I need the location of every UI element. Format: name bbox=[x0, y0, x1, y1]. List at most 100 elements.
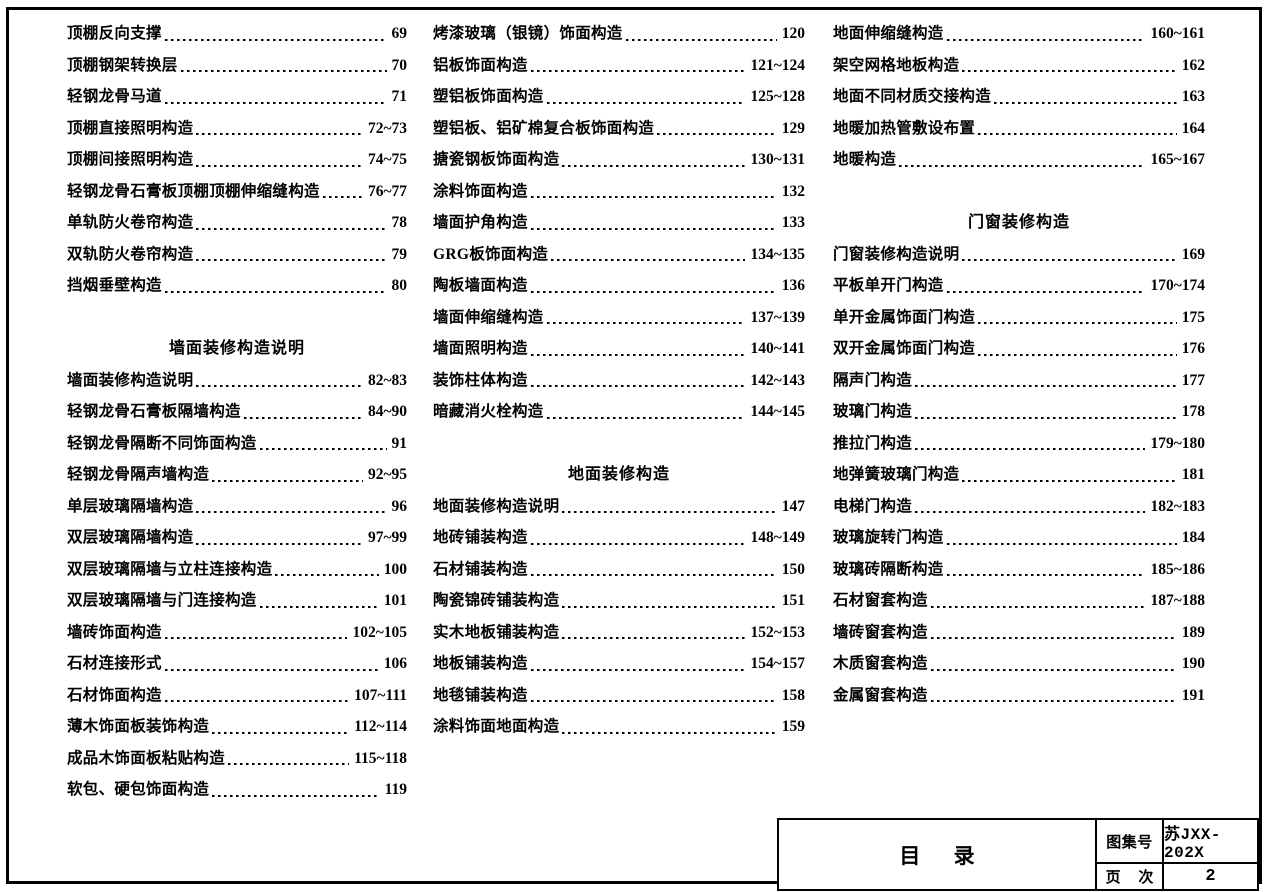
toc-entry[interactable]: 石材连接形式 106 bbox=[67, 648, 407, 680]
toc-entry[interactable]: 顶棚间接照明构造 74~75 bbox=[67, 144, 407, 176]
toc-entry[interactable]: 墙面照明构造 140~141 bbox=[433, 333, 805, 365]
toc-entry[interactable]: 塑铝板饰面构造 125~128 bbox=[433, 81, 805, 113]
toc-entry[interactable]: 地弹簧玻璃门构造 181 bbox=[833, 459, 1205, 491]
toc-entry[interactable]: 单层玻璃隔墙构造 96 bbox=[67, 491, 407, 523]
toc-entry-dot-leader bbox=[193, 113, 366, 145]
toc-entry-dot-leader bbox=[528, 207, 780, 239]
toc-entry-dot-leader bbox=[528, 554, 780, 586]
toc-entry[interactable]: 门窗装修构造说明 169 bbox=[833, 239, 1205, 271]
toc-entry-label: 玻璃门构造 bbox=[833, 403, 913, 420]
toc-entry[interactable]: 地毯铺装构造 158 bbox=[433, 680, 805, 712]
toc-entry-page-number: 125~128 bbox=[750, 88, 805, 105]
toc-entry-label: 双轨防火卷帘构造 bbox=[67, 245, 194, 263]
toc-entry[interactable]: 地暖构造 165~167 bbox=[833, 144, 1205, 176]
toc-entry-page-number: 112~114 bbox=[354, 718, 407, 735]
toc-entry[interactable]: 陶板墙面构造 136 bbox=[433, 270, 805, 302]
toc-column-2: 烤漆玻璃（银镜）饰面构造 120 铝板饰面构造 121~124 塑铝板饰面构造 125~1… bbox=[419, 18, 819, 743]
toc-entry-page-number: 190 bbox=[1181, 655, 1205, 672]
toc-entry-page-number: 101 bbox=[383, 592, 407, 609]
toc-entry[interactable]: GRG板饰面构造 134~135 bbox=[433, 239, 805, 271]
toc-entry[interactable]: 搪瓷钢板饰面构造 130~131 bbox=[433, 144, 805, 176]
toc-entry[interactable]: 电梯门构造 182~183 bbox=[833, 491, 1205, 523]
toc-entry-label: 地毯铺装构造 bbox=[433, 686, 528, 704]
toc-entry[interactable]: 顶棚反向支撑 69 bbox=[67, 18, 407, 50]
toc-entry[interactable]: 地板铺装构造 154~157 bbox=[433, 648, 805, 680]
toc-entry-page-number: 91 bbox=[391, 434, 408, 452]
toc-entry[interactable]: 地面不同材质交接构造 163 bbox=[833, 81, 1205, 113]
toc-entry-label: 墙面护角构造 bbox=[433, 214, 528, 231]
toc-entry-dot-leader bbox=[225, 743, 352, 775]
toc-entry[interactable]: 墙面护角构造 133 bbox=[433, 207, 805, 239]
toc-entry-label: 装饰柱体构造 bbox=[433, 371, 528, 389]
toc-entry-label: 成品木饰面板粘贴构造 bbox=[67, 749, 226, 767]
toc-entry-label: 涂料饰面地面构造 bbox=[433, 718, 560, 735]
toc-entry[interactable]: 金属窗套构造 191 bbox=[833, 680, 1205, 712]
toc-entry[interactable]: 轻钢龙骨隔断不同饰面构造 91 bbox=[67, 428, 407, 460]
toc-entry[interactable]: 涂料饰面地面构造 159 bbox=[433, 711, 805, 743]
toc-entry-label: 地面装修构造说明 bbox=[433, 497, 560, 515]
toc-entry-dot-leader bbox=[162, 648, 382, 680]
toc-entry[interactable]: 墙面装修构造说明 82~83 bbox=[67, 365, 407, 397]
toc-entry[interactable]: 墙砖窗套构造 189 bbox=[833, 617, 1205, 649]
toc-entry[interactable]: 推拉门构造 179~180 bbox=[833, 428, 1205, 460]
toc-entry-label: 墙面照明构造 bbox=[433, 340, 528, 357]
toc-entry[interactable]: 石材铺装构造 150 bbox=[433, 554, 805, 586]
toc-entry-dot-leader bbox=[991, 81, 1180, 113]
toc-entry[interactable]: 暗藏消火栓构造 144~145 bbox=[433, 396, 805, 428]
toc-entry[interactable]: 塑铝板、铝矿棉复合板饰面构造 129 bbox=[433, 113, 805, 145]
toc-entry[interactable]: 顶棚直接照明构造 72~73 bbox=[67, 113, 407, 145]
toc-entry[interactable]: 玻璃门构造 178 bbox=[833, 396, 1205, 428]
toc-entry[interactable]: 石材饰面构造 107~111 bbox=[67, 680, 407, 712]
toc-column-1: 顶棚反向支撑 69 顶棚钢架转换层 70 轻钢龙骨马道 71 顶棚直接照明构造 72~73 顶棚… bbox=[19, 18, 419, 806]
toc-entry[interactable]: 隔声门构造 177 bbox=[833, 365, 1205, 397]
toc-entry-page-number: 187~188 bbox=[1150, 592, 1205, 609]
toc-entry-dot-leader bbox=[241, 396, 366, 428]
toc-entry[interactable]: 地面装修构造说明 147 bbox=[433, 491, 805, 523]
toc-entry[interactable]: 地面伸缩缝构造 160~161 bbox=[833, 18, 1205, 50]
toc-entry-label: 轻钢龙骨石膏板隔墙构造 bbox=[67, 403, 241, 420]
toc-entry-dot-leader bbox=[928, 617, 1180, 649]
toc-entry[interactable]: 单轨防火卷帘构造 78 bbox=[67, 207, 407, 239]
toc-entry-dot-leader bbox=[528, 333, 749, 365]
toc-entry[interactable]: 玻璃砖隔断构造 185~186 bbox=[833, 554, 1205, 586]
toc-entry[interactable]: 墙砖饰面构造 102~105 bbox=[67, 617, 407, 649]
toc-entry[interactable]: 陶瓷锦砖铺装构造 151 bbox=[433, 585, 805, 617]
toc-entry[interactable]: 地暖加热管敷设布置 164 bbox=[833, 113, 1205, 145]
toc-entry[interactable]: 双层玻璃隔墙与门连接构造 101 bbox=[67, 585, 407, 617]
toc-entry[interactable]: 轻钢龙骨石膏板顶棚顶棚伸缩缝构造 76~77 bbox=[67, 176, 407, 208]
toc-entry[interactable]: 地砖铺装构造 148~149 bbox=[433, 522, 805, 554]
toc-entry[interactable]: 挡烟垂壁构造 80 bbox=[67, 270, 407, 302]
toc-entry[interactable]: 装饰柱体构造 142~143 bbox=[433, 365, 805, 397]
toc-entry[interactable]: 薄木饰面板装饰构造 112~114 bbox=[67, 711, 407, 743]
toc-spacer bbox=[833, 176, 1205, 208]
toc-entry[interactable]: 成品木饰面板粘贴构造 115~118 bbox=[67, 743, 407, 775]
toc-entry[interactable]: 软包、硬包饰面构造 119 bbox=[67, 774, 407, 806]
toc-entry[interactable]: 轻钢龙骨石膏板隔墙构造 84~90 bbox=[67, 396, 407, 428]
toc-entry[interactable]: 烤漆玻璃（银镜）饰面构造 120 bbox=[433, 18, 805, 50]
toc-entry[interactable]: 铝板饰面构造 121~124 bbox=[433, 50, 805, 82]
toc-entry[interactable]: 玻璃旋转门构造 184 bbox=[833, 522, 1205, 554]
toc-entry[interactable]: 木质窗套构造 190 bbox=[833, 648, 1205, 680]
toc-entry-page-number: 148~149 bbox=[750, 529, 805, 546]
toc-entry[interactable]: 轻钢龙骨马道 71 bbox=[67, 81, 407, 113]
toc-entry[interactable]: 涂料饰面构造 132 bbox=[433, 176, 805, 208]
toc-entry[interactable]: 墙面伸缩缝构造 137~139 bbox=[433, 302, 805, 334]
toc-entry-label: 石材铺装构造 bbox=[433, 560, 528, 578]
toc-entry[interactable]: 架空网格地板构造 162 bbox=[833, 50, 1205, 82]
toc-entry[interactable]: 双层玻璃隔墙与立柱连接构造 100 bbox=[67, 554, 407, 586]
toc-entry[interactable]: 双开金属饰面门构造 176 bbox=[833, 333, 1205, 365]
toc-entry-label: 门窗装修构造说明 bbox=[833, 245, 960, 263]
toc-entry-dot-leader bbox=[528, 176, 780, 208]
toc-entry[interactable]: 实木地板铺装构造 152~153 bbox=[433, 617, 805, 649]
toc-entry[interactable]: 平板单开门构造 170~174 bbox=[833, 270, 1205, 302]
toc-entry[interactable]: 石材窗套构造 187~188 bbox=[833, 585, 1205, 617]
toc-entry-dot-leader bbox=[193, 522, 366, 554]
toc-entry[interactable]: 顶棚钢架转换层 70 bbox=[67, 50, 407, 82]
toc-entry-label: 地面不同材质交接构造 bbox=[833, 88, 992, 105]
toc-entry[interactable]: 双层玻璃隔墙构造 97~99 bbox=[67, 522, 407, 554]
toc-entry[interactable]: 轻钢龙骨隔声墙构造 92~95 bbox=[67, 459, 407, 491]
toc-entry-page-number: 177 bbox=[1181, 371, 1205, 389]
toc-entry-label: 墙面伸缩缝构造 bbox=[433, 308, 544, 326]
toc-entry[interactable]: 双轨防火卷帘构造 79 bbox=[67, 239, 407, 271]
toc-entry[interactable]: 单开金属饰面门构造 175 bbox=[833, 302, 1205, 334]
